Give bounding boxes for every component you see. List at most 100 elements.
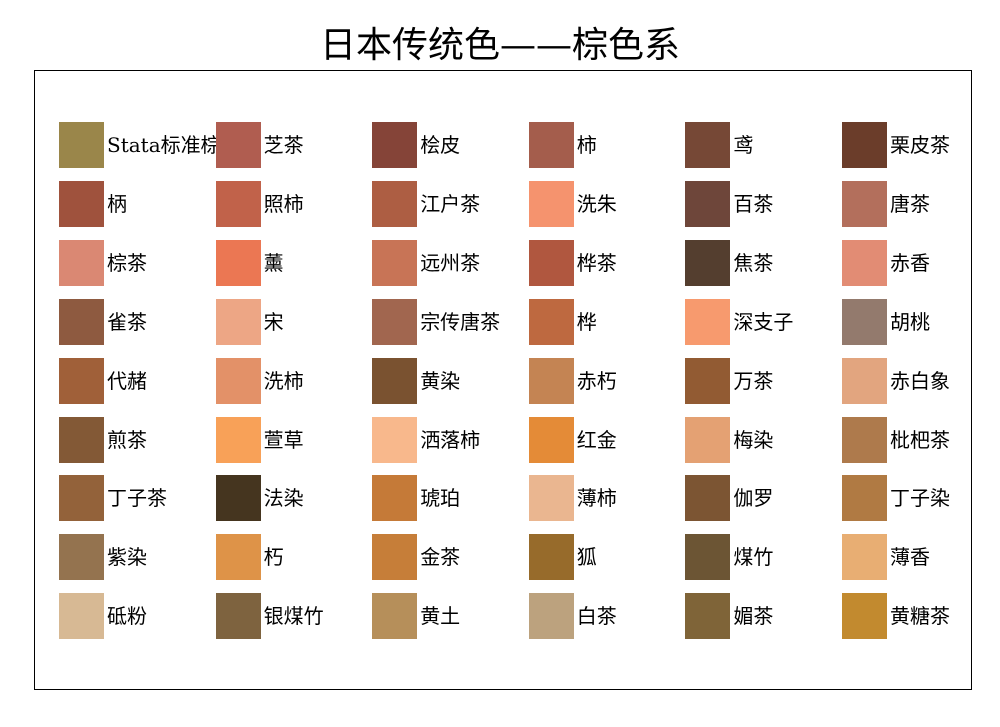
color-swatch-item: 胡桃 (842, 298, 998, 345)
color-swatch (215, 357, 261, 404)
color-swatch (528, 122, 574, 168)
color-swatch (59, 239, 104, 286)
color-swatch-item: 百茶 (685, 180, 841, 227)
color-swatch (372, 357, 418, 404)
color-swatch (685, 534, 731, 581)
color-swatch-item: Stata标准棕 (59, 122, 221, 168)
color-swatch (59, 416, 104, 463)
color-name-label: 棕茶 (107, 250, 147, 275)
color-swatch (842, 475, 887, 522)
color-swatch (842, 180, 887, 227)
color-swatch (528, 180, 574, 227)
color-swatch-item: 洗柿 (215, 357, 372, 404)
plot-frame (34, 70, 972, 690)
color-swatch-item: 媚茶 (685, 593, 841, 640)
chart-title: 日本传统色——棕色系 (319, 25, 680, 66)
color-swatch (59, 298, 104, 345)
color-name-label: 薄柿 (576, 486, 617, 511)
color-swatch (842, 357, 887, 404)
color-name-label: 远州茶 (420, 250, 481, 275)
color-swatch-item: 法染 (215, 475, 372, 522)
color-name-label: 焦茶 (733, 250, 774, 275)
color-swatch-item: 白茶 (528, 593, 685, 640)
color-swatch-item: 宋 (215, 298, 372, 345)
color-swatch-item: 深支子 (685, 298, 841, 345)
color-name-label: 江户茶 (420, 191, 481, 216)
color-swatch (685, 593, 731, 640)
color-swatch-item: 柄 (59, 180, 215, 227)
color-swatch (685, 122, 731, 168)
color-swatch (685, 475, 731, 522)
color-name-label: 洒落柿 (420, 427, 481, 452)
color-name-label: 桧皮 (420, 133, 461, 157)
swatch-grid: Stata标准棕 芝茶 桧皮柿鸢栗皮茶柄照柿 江户茶 洗朱 百茶 唐茶 棕茶薰远州茶 桦茶 焦茶赤… (59, 122, 959, 642)
color-name-label: 白茶 (576, 604, 617, 629)
color-swatch-item: 伽罗 (685, 475, 841, 522)
color-swatch (215, 122, 261, 168)
color-swatch-item: 金茶 (372, 534, 528, 581)
color-swatch (685, 239, 731, 286)
color-name-label: 宋 (263, 309, 284, 334)
color-swatch (842, 239, 887, 286)
color-name-label: 朽 (263, 545, 284, 570)
color-swatch-item: 桦 (528, 298, 685, 345)
color-swatch (372, 416, 418, 463)
color-name-label: 桦 (576, 309, 597, 334)
color-swatch-item: 黄糖茶 (842, 593, 998, 640)
color-swatch (215, 416, 261, 463)
color-swatch-item: 黄土 (372, 593, 528, 640)
color-swatch-item: 棕茶 (59, 239, 215, 286)
color-swatch (215, 239, 261, 286)
color-swatch-item: 鸢 (685, 122, 841, 168)
color-swatch-item: 琥珀 (372, 475, 528, 522)
color-name-label: Stata标准棕 (107, 133, 221, 157)
color-swatch-item: 照柿 (215, 180, 372, 227)
color-swatch (842, 298, 887, 345)
color-name-label: 赤朽 (576, 368, 617, 393)
color-swatch (528, 298, 574, 345)
color-name-label: 胡桃 (890, 309, 930, 334)
color-swatch-item: 砥粉 (59, 593, 215, 640)
color-name-label: 红金 (576, 427, 617, 452)
color-name-label: 媚茶 (733, 604, 774, 629)
color-swatch (685, 416, 731, 463)
color-name-label: 黄糖茶 (890, 604, 950, 629)
color-swatch (215, 298, 261, 345)
color-swatch-item: 柿 (528, 122, 685, 168)
color-swatch-item: 薰 (215, 239, 372, 286)
color-swatch (372, 298, 418, 345)
color-swatch-item: 芝茶 (215, 122, 372, 168)
color-swatch-item: 煤竹 (685, 534, 841, 581)
color-name-label: 砥粉 (107, 604, 147, 629)
color-name-label: 紫染 (107, 545, 147, 570)
color-name-label: 梅染 (733, 427, 774, 452)
color-name-label: 法染 (263, 486, 304, 511)
color-swatch-item: 远州茶 (372, 239, 528, 286)
color-swatch (842, 122, 887, 168)
color-swatch-item: 狐 (528, 534, 685, 581)
color-name-label: 伽罗 (733, 486, 774, 511)
color-swatch (59, 534, 104, 581)
color-swatch (685, 357, 731, 404)
color-swatch (842, 593, 887, 640)
color-name-label: 百茶 (733, 191, 774, 216)
color-swatch-item: 栗皮茶 (842, 122, 998, 168)
color-swatch-item: 薄香 (842, 534, 998, 581)
color-swatch-item: 梅染 (685, 416, 841, 463)
color-swatch (59, 357, 104, 404)
color-swatch-item: 银煤竹 (215, 593, 372, 640)
color-name-label: 煤竹 (733, 545, 774, 570)
color-swatch-item: 枇杷茶 (842, 416, 998, 463)
color-swatch (528, 593, 574, 640)
color-name-label: 芝茶 (263, 133, 304, 157)
color-swatch (372, 593, 418, 640)
color-swatch-item: 萱草 (215, 416, 372, 463)
color-swatch (528, 475, 574, 522)
color-swatch-item: 朽 (215, 534, 372, 581)
color-swatch-item: 江户茶 (372, 180, 528, 227)
color-swatch (59, 122, 104, 168)
color-swatch (372, 534, 418, 581)
color-swatch (528, 357, 574, 404)
color-name-label: 赤香 (890, 250, 930, 275)
color-name-label: 黄染 (420, 368, 461, 393)
